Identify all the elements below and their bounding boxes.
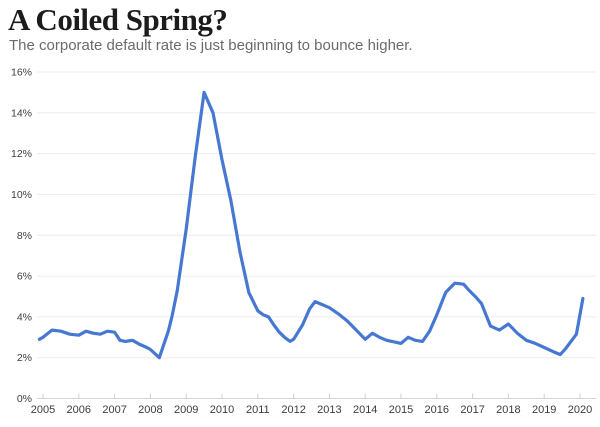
y-axis-label: 2% (17, 352, 32, 364)
chart-title: A Coiled Spring? (8, 2, 228, 37)
x-axis-label: 2007 (102, 404, 126, 416)
x-axis-label: 2010 (210, 404, 234, 416)
x-axis-label: 2020 (568, 404, 592, 416)
x-axis-label: 2005 (31, 404, 55, 416)
x-axis-label: 2014 (353, 404, 377, 416)
y-axis-label: 10% (11, 189, 32, 201)
y-axis-label: 6% (17, 271, 32, 283)
y-axis-label: 0% (17, 393, 32, 405)
y-axis-label: 16% (11, 67, 32, 79)
y-axis-label: 14% (11, 107, 32, 119)
y-axis-label: 12% (11, 148, 32, 160)
y-axis-label: 8% (17, 230, 32, 242)
x-axis-label: 2018 (496, 404, 520, 416)
x-axis-label: 2011 (246, 404, 270, 416)
x-axis-label: 2013 (317, 404, 341, 416)
y-axis-label: 4% (17, 311, 32, 323)
default-rate-line (37, 90, 585, 360)
x-axis-label: 2015 (389, 404, 413, 416)
x-axis-label: 2017 (460, 404, 484, 416)
x-axis-label: 2009 (174, 404, 198, 416)
x-axis-label: 2008 (138, 404, 162, 416)
x-axis-label: 2006 (67, 404, 91, 416)
x-axis-label: 2019 (532, 404, 556, 416)
x-axis-label: 2016 (425, 404, 449, 416)
chart-subtitle: The corporate default rate is just begin… (9, 37, 413, 54)
x-axis-label: 2012 (281, 404, 305, 416)
